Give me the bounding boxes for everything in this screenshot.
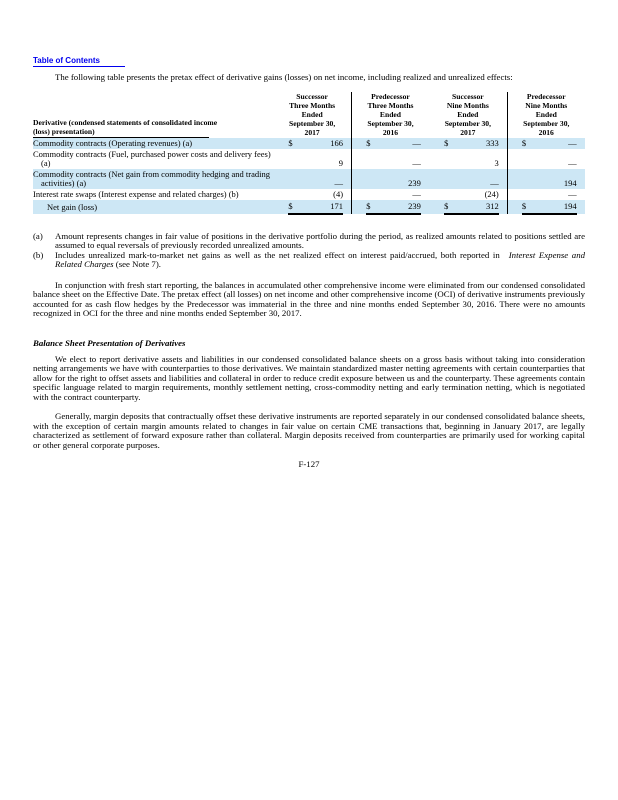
paragraph-margin-deposits: Generally, margin deposits that contract… — [33, 411, 585, 450]
column-header-successor-9m-2017: Successor Nine Months Ended September 30… — [444, 91, 491, 137]
currency-cell — [522, 149, 540, 169]
paragraph-fresh-start: In conjunction with fresh start reportin… — [33, 279, 585, 318]
value-cell: 194 — [540, 168, 577, 189]
row-label-header: Derivative (condensed statements of cons… — [33, 117, 218, 138]
table-of-contents-link[interactable]: Table of Contents — [33, 56, 125, 67]
row-label: Interest rate swaps (Interest expense an… — [33, 188, 239, 199]
currency-cell — [288, 168, 307, 189]
value-cell: 312 — [462, 199, 499, 215]
value-cell: 171 — [306, 199, 344, 215]
value-cell: — — [412, 188, 421, 199]
value-cell: — — [462, 168, 499, 189]
table-row: Commodity contracts (Operating revenues)… — [33, 137, 585, 149]
value-cell: 3 — [494, 157, 499, 168]
value-cell: 239 — [384, 199, 421, 215]
table-row: Commodity contracts (Net gain from commo… — [33, 168, 585, 189]
currency-cell — [288, 149, 306, 169]
table-total-row: Net gain (loss) $171 $239 $312 $194 — [33, 199, 585, 215]
row-label: Commodity contracts (Net gain from commo… — [33, 168, 274, 189]
column-header-predecessor-9m-2016: Predecessor Nine Months Ended September … — [506, 91, 585, 138]
value-cell: 239 — [384, 168, 421, 189]
footnote-text-pre: Includes unrealized mark-to-market net g… — [55, 249, 500, 260]
footnote-text: Includes unrealized mark-to-market net g… — [55, 249, 585, 270]
currency-cell — [288, 189, 306, 200]
currency-cell — [521, 168, 541, 189]
footnote-marker: (a) — [33, 230, 43, 241]
currency-cell — [366, 168, 385, 189]
currency-cell: $ — [521, 199, 541, 215]
currency-cell — [366, 149, 384, 169]
value-cell: — — [412, 157, 421, 168]
value-cell: — — [384, 137, 421, 149]
table-header-row: Derivative (condensed statements of cons… — [33, 91, 585, 138]
table-row: Interest rate swaps (Interest expense an… — [33, 188, 585, 200]
footnote-a: (a) Amount represents changes in fair va… — [33, 230, 585, 251]
currency-cell — [444, 189, 462, 200]
currency-cell: $ — [288, 199, 307, 215]
currency-cell: $ — [444, 199, 463, 215]
footnote-text-post: (see Note 7). — [115, 259, 161, 269]
derivative-pretax-effect-table: Derivative (condensed statements of cons… — [33, 91, 585, 215]
column-header-successor-3m-2017: Successor Three Months Ended September 3… — [288, 91, 336, 137]
currency-cell: $ — [288, 137, 307, 149]
value-cell: 333 — [462, 137, 499, 149]
currency-cell: $ — [521, 137, 541, 149]
row-label: Commodity contracts (Operating revenues)… — [33, 137, 274, 149]
footnote-text-italic: Interest Expense and Related Charges — [55, 249, 585, 269]
column-header-predecessor-3m-2016: Predecessor Three Months Ended September… — [350, 91, 430, 138]
footnote-b: (b) Includes unrealized mark-to-market n… — [33, 249, 585, 270]
value-cell: 166 — [306, 137, 344, 149]
currency-cell — [522, 189, 540, 200]
currency-cell: $ — [444, 137, 463, 149]
currency-cell — [444, 149, 462, 169]
value-cell: (4) — [333, 188, 344, 199]
row-label: Commodity contracts (Fuel, purchased pow… — [33, 148, 271, 168]
table-row: Commodity contracts (Fuel, purchased pow… — [33, 148, 585, 169]
row-label: Net gain (loss) — [33, 199, 274, 214]
value-cell: — — [568, 188, 577, 199]
value-cell: (24) — [484, 188, 499, 199]
value-cell: — — [568, 157, 577, 168]
value-cell: 9 — [338, 157, 344, 168]
footnote-text: Amount represents changes in fair value … — [55, 230, 585, 250]
value-cell: 194 — [540, 199, 577, 215]
currency-cell — [366, 189, 384, 200]
paragraph-gross-basis: We elect to report derivative assets and… — [33, 353, 585, 402]
footnote-marker: (b) — [33, 249, 44, 260]
section-heading: Balance Sheet Presentation of Derivative… — [33, 337, 186, 348]
intro-paragraph: The following table presents the pretax … — [55, 72, 513, 82]
currency-cell: $ — [366, 137, 385, 149]
value-cell: — — [540, 137, 577, 149]
footnotes: (a) Amount represents changes in fair va… — [33, 230, 585, 270]
currency-cell — [444, 168, 463, 189]
value-cell: — — [306, 168, 344, 189]
document-page: Table of Contents The following table pr… — [33, 50, 585, 469]
currency-cell: $ — [366, 199, 385, 215]
row-label-header-cell: Derivative (condensed statements of cons… — [33, 92, 273, 138]
toc-link-container: Table of Contents — [33, 50, 585, 67]
page-number: F-127 — [298, 459, 320, 469]
